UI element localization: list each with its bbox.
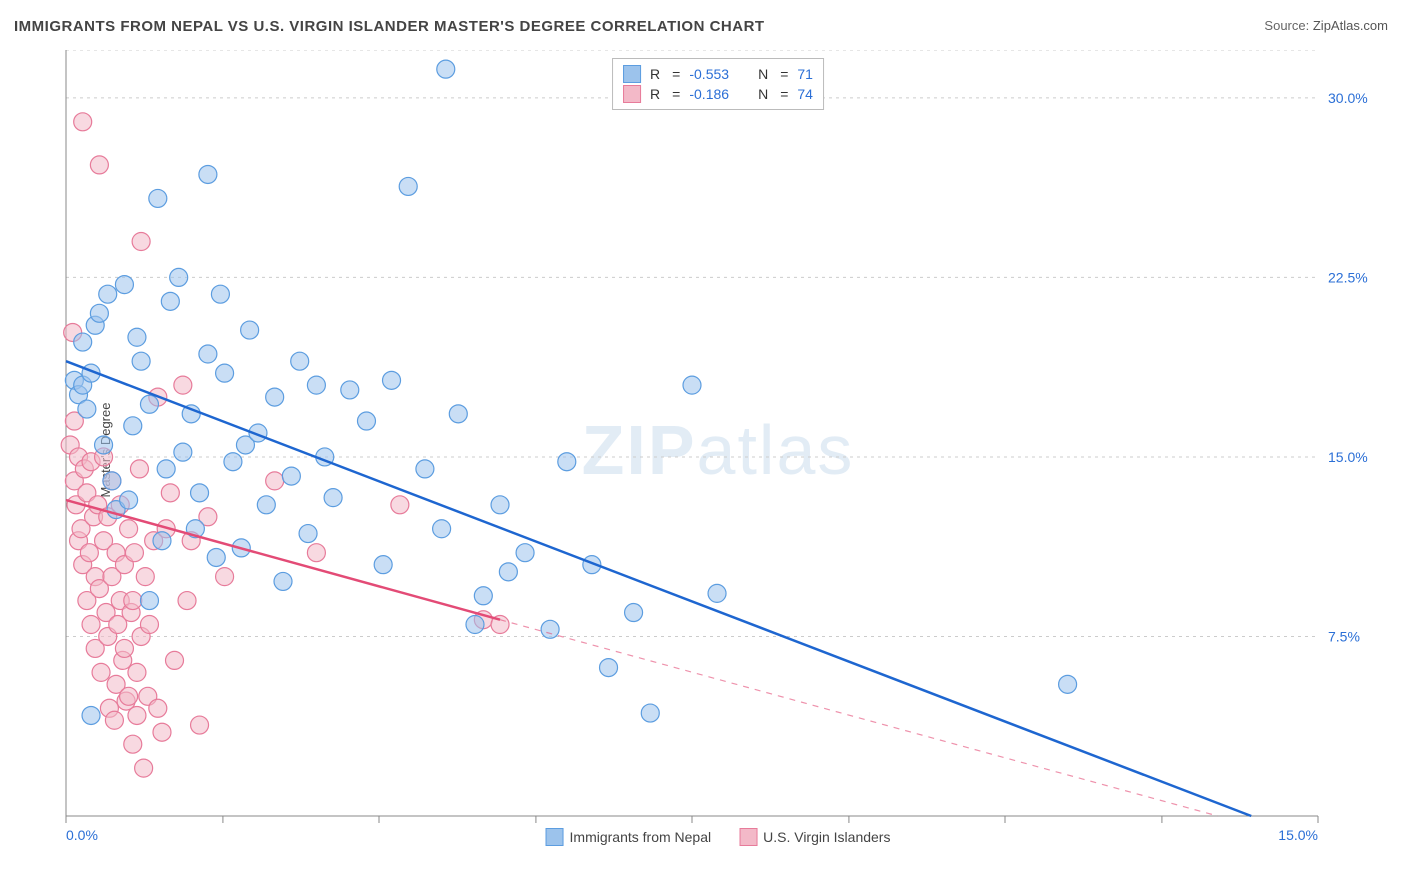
legend-correlation: R = -0.553 N = 71 R = -0.186 N = 74 [612,58,824,110]
legend-swatch [623,65,641,83]
legend-swatch [739,828,757,846]
legend-eq: = [672,86,680,102]
legend-r-value: -0.553 [689,66,729,82]
legend-series-label: U.S. Virgin Islanders [763,829,890,845]
legend-swatch [546,828,564,846]
svg-text:7.5%: 7.5% [1328,628,1360,644]
legend-series-item: U.S. Virgin Islanders [739,828,890,846]
legend-eq: = [672,66,680,82]
legend-r-label: R [650,66,660,82]
svg-text:0.0%: 0.0% [66,827,98,843]
svg-text:30.0%: 30.0% [1328,90,1368,106]
chart-svg: 0.0% 15.0% 7.5% 15.0% 22.5% 30.0% [48,50,1388,850]
chart-plot-area: Master's Degree ZIPatlas 0.0%15.0%7.5%15… [48,50,1388,850]
legend-series-item: Immigrants from Nepal [546,828,712,846]
svg-text:15.0%: 15.0% [1278,827,1318,843]
legend-series: Immigrants from Nepal U.S. Virgin Island… [546,828,891,846]
legend-correlation-row: R = -0.553 N = 71 [623,65,813,83]
legend-r-value: -0.186 [689,86,729,102]
legend-n-value: 71 [797,66,813,82]
legend-n-label: N [758,86,768,102]
legend-n-value: 74 [797,86,813,102]
source-credit: Source: ZipAtlas.com [1264,18,1388,33]
legend-series-label: Immigrants from Nepal [570,829,712,845]
source-value: ZipAtlas.com [1313,18,1388,33]
svg-text:22.5%: 22.5% [1328,269,1368,285]
legend-eq: = [780,66,788,82]
legend-swatch [623,85,641,103]
legend-eq: = [780,86,788,102]
legend-correlation-row: R = -0.186 N = 74 [623,85,813,103]
legend-r-label: R [650,86,660,102]
source-label: Source: [1264,18,1309,33]
legend-n-label: N [758,66,768,82]
chart-title: IMMIGRANTS FROM NEPAL VS U.S. VIRGIN ISL… [14,18,765,35]
svg-text:15.0%: 15.0% [1328,449,1368,465]
